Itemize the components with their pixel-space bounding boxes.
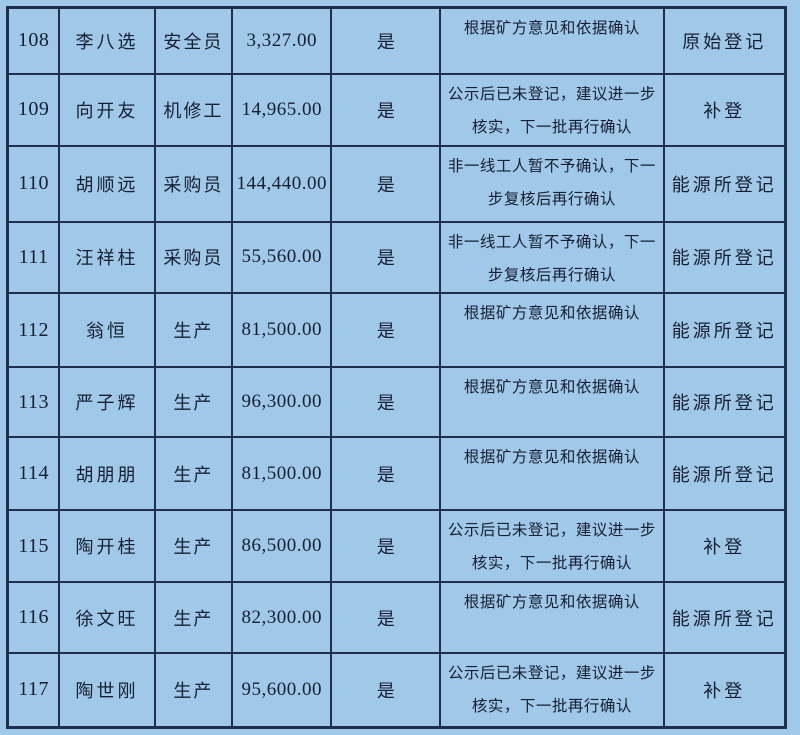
cell-index: 111 bbox=[6, 220, 61, 295]
cell-name: 胡顺远 bbox=[58, 144, 156, 223]
cell-index: 113 bbox=[6, 366, 61, 439]
cell-remark: 根据矿方意见和依据确认 bbox=[439, 436, 665, 512]
worker-confirmation-table: 108 李八选 安全员 3,327.00 是根据矿方意见和依据确认 原始登记 109 向开友机… bbox=[6, 6, 787, 729]
cell-name: 严子辉 bbox=[58, 366, 156, 439]
cell-name: 陶开桂 bbox=[58, 509, 156, 584]
cell-amount: 96,300.00 bbox=[230, 366, 333, 439]
cell-job-title: 安全员 bbox=[153, 6, 233, 75]
table-row: 113 严子辉 生产 96,300.00 是根据矿方意见和依据确认 能源所登记 bbox=[6, 366, 787, 439]
cell-job-title: 生产 bbox=[153, 436, 233, 512]
cell-amount: 55,560.00 bbox=[230, 220, 333, 295]
cell-amount: 82,300.00 bbox=[230, 581, 333, 655]
cell-name: 陶世刚 bbox=[58, 652, 156, 729]
cell-register-type: 能源所登记 bbox=[662, 292, 787, 369]
cell-job-title: 生产 bbox=[153, 581, 233, 655]
cell-confirmed: 是 bbox=[330, 220, 442, 295]
cell-remark: 非一线工人暂不予确认，下一 步复核后再行确认 bbox=[439, 220, 665, 295]
table-row: 108 李八选 安全员 3,327.00 是根据矿方意见和依据确认 原始登记 bbox=[6, 6, 787, 75]
cell-job-title: 生产 bbox=[153, 509, 233, 584]
table-row: 109 向开友 机修工 14,965.00 是公示后已未登记，建议进一步 核实，下一批再… bbox=[6, 72, 787, 147]
cell-job-title: 生产 bbox=[153, 652, 233, 729]
cell-name: 胡朋朋 bbox=[58, 436, 156, 512]
cell-register-type: 原始登记 bbox=[662, 6, 787, 75]
cell-job-title: 生产 bbox=[153, 366, 233, 439]
cell-remark: 根据矿方意见和依据确认 bbox=[439, 6, 665, 75]
cell-confirmed: 是 bbox=[330, 366, 442, 439]
cell-confirmed: 是 bbox=[330, 581, 442, 655]
cell-confirmed: 是 bbox=[330, 144, 442, 223]
table-body: 108 李八选 安全员 3,327.00 是根据矿方意见和依据确认 原始登记 109 向开友机… bbox=[6, 6, 787, 729]
cell-amount: 81,500.00 bbox=[230, 436, 333, 512]
cell-remark: 非一线工人暂不予确认，下一 步复核后再行确认 bbox=[439, 144, 665, 223]
cell-remark: 公示后已未登记，建议进一步 核实，下一批再行确认 bbox=[439, 72, 665, 147]
cell-amount: 81,500.00 bbox=[230, 292, 333, 369]
cell-confirmed: 是 bbox=[330, 292, 442, 369]
cell-name: 翁恒 bbox=[58, 292, 156, 369]
table-row: 115 陶开桂 生产 86,500.00 是公示后已未登记，建议进一步 核实，下一批再行… bbox=[6, 509, 787, 584]
cell-index: 117 bbox=[6, 652, 61, 729]
cell-amount: 3,327.00 bbox=[230, 6, 333, 75]
cell-remark: 根据矿方意见和依据确认 bbox=[439, 366, 665, 439]
table-row: 112 翁恒 生产 81,500.00 是根据矿方意见和依据确认 能源所登记 bbox=[6, 292, 787, 369]
cell-name: 李八选 bbox=[58, 6, 156, 75]
cell-remark: 公示后已未登记，建议进一步 核实，下一批再行确认 bbox=[439, 652, 665, 729]
cell-index: 109 bbox=[6, 72, 61, 147]
cell-index: 112 bbox=[6, 292, 61, 369]
table-row: 111 汪祥柱 采购员 55,560.00 是非一线工人暂不予确认，下一 步复核后再行确… bbox=[6, 220, 787, 295]
table-row: 116 徐文旺 生产 82,300.00 是根据矿方意见和依据确认 能源所登记 bbox=[6, 581, 787, 655]
cell-confirmed: 是 bbox=[330, 436, 442, 512]
cell-confirmed: 是 bbox=[330, 652, 442, 729]
cell-confirmed: 是 bbox=[330, 509, 442, 584]
cell-job-title: 采购员 bbox=[153, 144, 233, 223]
cell-register-type: 补登 bbox=[662, 652, 787, 729]
cell-name: 汪祥柱 bbox=[58, 220, 156, 295]
cell-register-type: 能源所登记 bbox=[662, 220, 787, 295]
cell-name: 徐文旺 bbox=[58, 581, 156, 655]
table-row: 114 胡朋朋 生产 81,500.00 是根据矿方意见和依据确认 能源所登记 bbox=[6, 436, 787, 512]
cell-register-type: 能源所登记 bbox=[662, 581, 787, 655]
cell-name: 向开友 bbox=[58, 72, 156, 147]
table-row: 110 胡顺远 采购员 144,440.00 是非一线工人暂不予确认，下一 步复核后再行… bbox=[6, 144, 787, 223]
cell-register-type: 补登 bbox=[662, 72, 787, 147]
cell-job-title: 采购员 bbox=[153, 220, 233, 295]
cell-remark: 根据矿方意见和依据确认 bbox=[439, 581, 665, 655]
cell-amount: 144,440.00 bbox=[230, 144, 333, 223]
cell-amount: 14,965.00 bbox=[230, 72, 333, 147]
cell-register-type: 能源所登记 bbox=[662, 436, 787, 512]
cell-register-type: 能源所登记 bbox=[662, 144, 787, 223]
cell-index: 115 bbox=[6, 509, 61, 584]
cell-job-title: 机修工 bbox=[153, 72, 233, 147]
cell-index: 116 bbox=[6, 581, 61, 655]
cell-index: 110 bbox=[6, 144, 61, 223]
cell-index: 108 bbox=[6, 6, 61, 75]
cell-remark: 根据矿方意见和依据确认 bbox=[439, 292, 665, 369]
cell-amount: 86,500.00 bbox=[230, 509, 333, 584]
cell-confirmed: 是 bbox=[330, 72, 442, 147]
cell-index: 114 bbox=[6, 436, 61, 512]
cell-job-title: 生产 bbox=[153, 292, 233, 369]
cell-register-type: 补登 bbox=[662, 509, 787, 584]
table-row: 117 陶世刚 生产 95,600.00 是公示后已未登记，建议进一步 核实，下一批再行… bbox=[6, 652, 787, 729]
cell-confirmed: 是 bbox=[330, 6, 442, 75]
cell-amount: 95,600.00 bbox=[230, 652, 333, 729]
cell-register-type: 能源所登记 bbox=[662, 366, 787, 439]
cell-remark: 公示后已未登记，建议进一步 核实，下一批再行确认 bbox=[439, 509, 665, 584]
